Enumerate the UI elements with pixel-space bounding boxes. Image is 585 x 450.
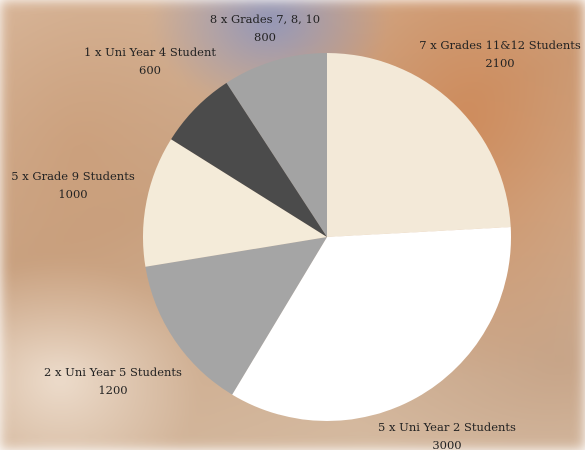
- slice-value: 1000: [58, 187, 87, 201]
- slice-label: 5 x Grade 9 Students: [11, 169, 135, 183]
- slice-value: 800: [254, 30, 276, 44]
- chart: 7 x Grades 11&12 Students 2100 5 x Uni Yea…: [0, 0, 585, 450]
- slice-value: 1200: [98, 383, 127, 397]
- page: 7 x Grades 11&12 Students 2100 5 x Uni Yea…: [0, 0, 585, 450]
- slice-label: 8 x Grades 7, 8, 10: [210, 12, 320, 26]
- pie-slice: [327, 53, 511, 237]
- slice-label: 1 x Uni Year 4 Student: [84, 45, 216, 59]
- slice-label: 2 x Uni Year 5 Students: [44, 365, 182, 379]
- slice-label: 5 x Uni Year 2 Students: [378, 420, 516, 434]
- slice-value: 2100: [485, 56, 514, 70]
- slice-value: 3000: [432, 438, 461, 450]
- slice-value: 600: [139, 63, 161, 77]
- slice-label: 7 x Grades 11&12 Students: [419, 38, 581, 52]
